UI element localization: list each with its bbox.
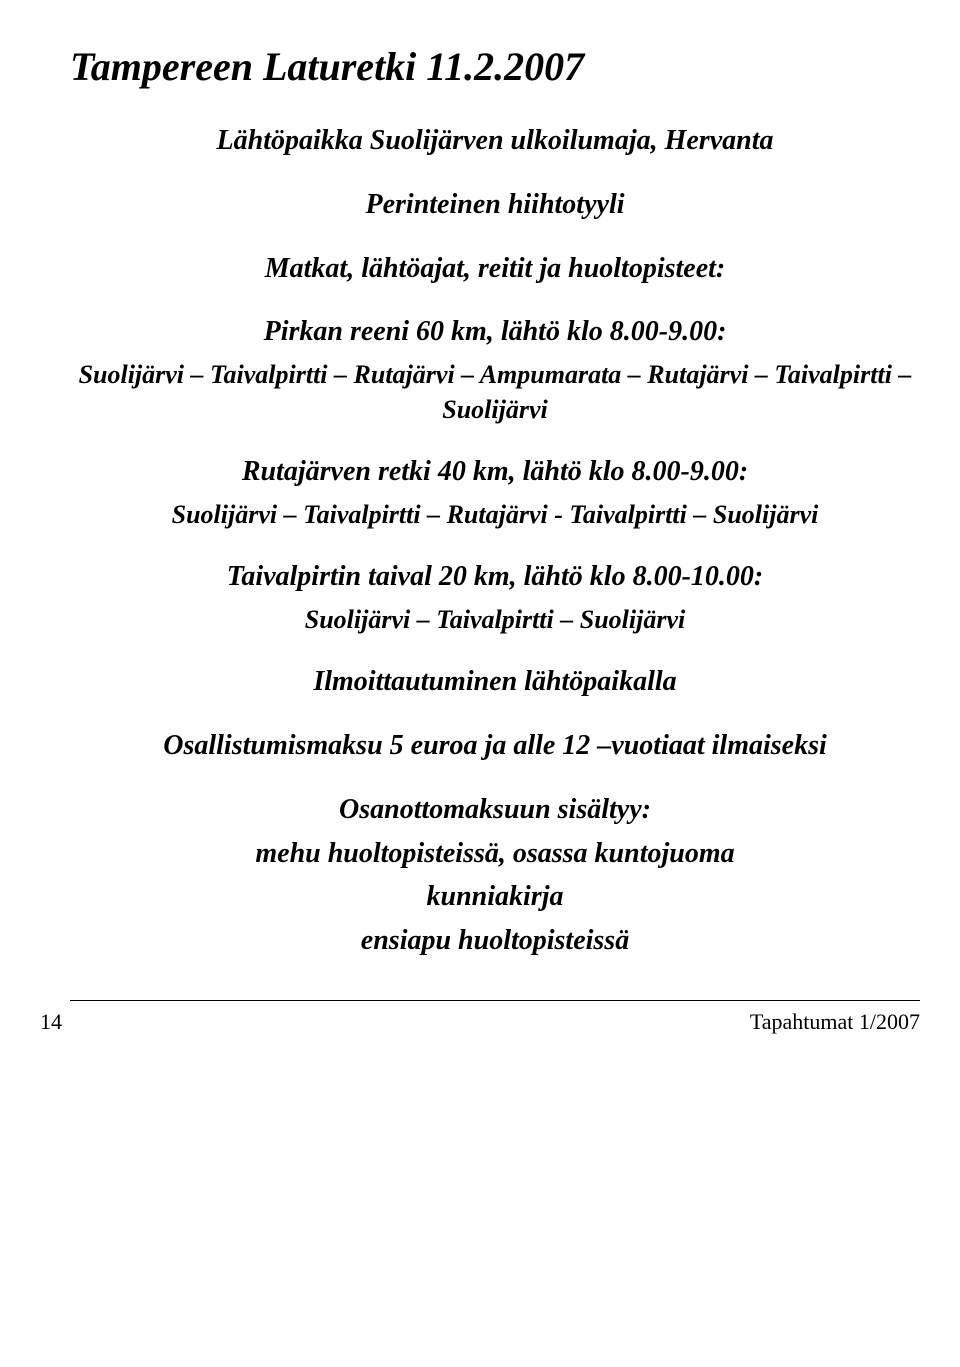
- includes-line-3: ensiapu huoltopisteissä: [70, 922, 920, 960]
- route-1-path: Suolijärvi – Taivalpirtti – Rutajärvi – …: [70, 357, 920, 427]
- fee-line: Osallistumismaksu 5 euroa ja alle 12 –vu…: [70, 727, 920, 765]
- routes-heading: Matkat, lähtöajat, reitit ja huoltopiste…: [70, 250, 920, 288]
- route-2-path: Suolijärvi – Taivalpirtti – Rutajärvi - …: [70, 497, 920, 532]
- route-3-path: Suolijärvi – Taivalpirtti – Suolijärvi: [70, 602, 920, 637]
- includes-line-2: kunniakirja: [70, 878, 920, 916]
- registration-line: Ilmoittautuminen lähtöpaikalla: [70, 663, 920, 701]
- route-3-heading: Taivalpirtin taival 20 km, lähtö klo 8.0…: [70, 558, 920, 596]
- route-1-heading: Pirkan reeni 60 km, lähtö klo 8.00-9.00:: [70, 313, 920, 351]
- page-footer: 14 Tapahtumat 1/2007: [70, 1000, 920, 1037]
- start-location: Lähtöpaikka Suolijärven ulkoilumaja, Her…: [70, 122, 920, 160]
- page-number: 14: [40, 1007, 62, 1037]
- route-2-heading: Rutajärven retki 40 km, lähtö klo 8.00-9…: [70, 453, 920, 491]
- event-title: Tampereen Laturetki 11.2.2007: [70, 40, 920, 94]
- includes-heading: Osanottomaksuun sisältyy:: [70, 791, 920, 829]
- includes-line-1: mehu huoltopisteissä, osassa kuntojuoma: [70, 835, 920, 873]
- footer-right: Tapahtumat 1/2007: [750, 1007, 920, 1037]
- ski-style: Perinteinen hiihtotyyli: [70, 186, 920, 224]
